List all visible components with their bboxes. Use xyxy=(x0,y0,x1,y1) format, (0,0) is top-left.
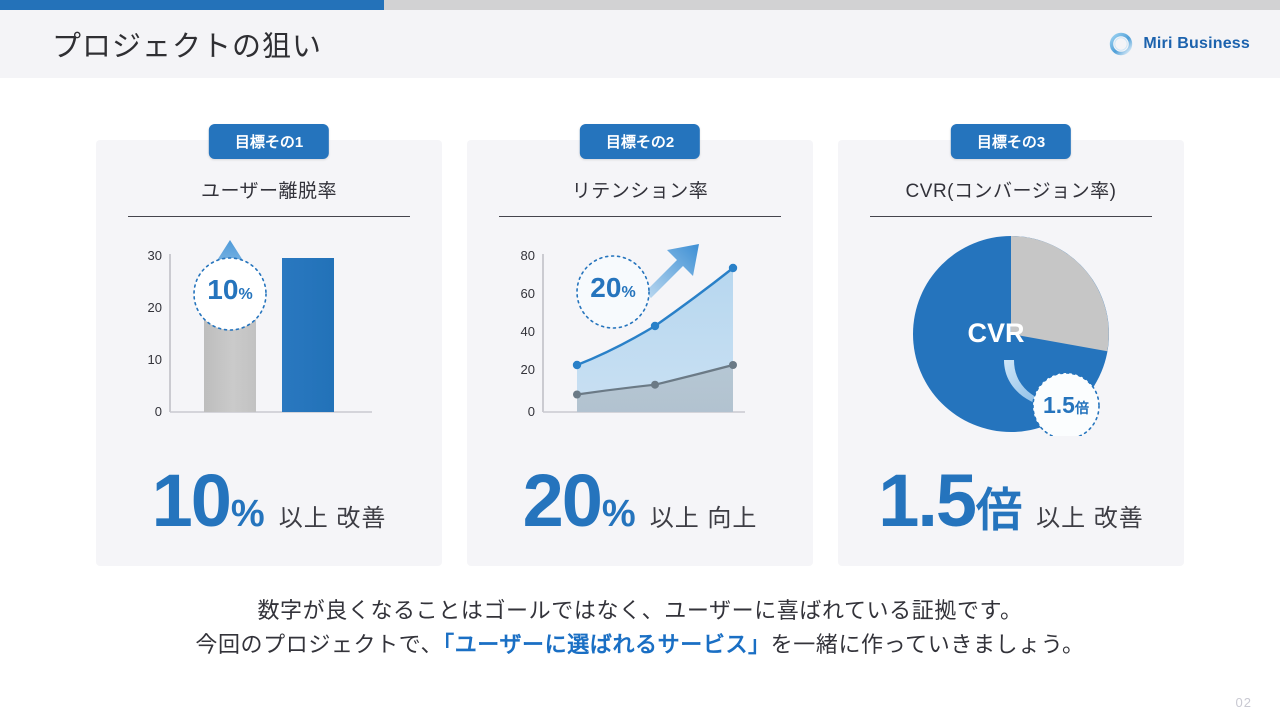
page-title: プロジェクトの狙い xyxy=(52,31,323,63)
slide-header: プロジェクトの狙い Miri Business xyxy=(0,10,1280,78)
footer-highlight: 「ユーザーに選ばれるサービス」 xyxy=(443,632,771,657)
footer-line-2-pre: 今回のプロジェクトで、 xyxy=(195,632,444,657)
footer-line-2-post: を一緒に作っていきましょう。 xyxy=(770,632,1085,657)
svg-text:60: 60 xyxy=(521,286,535,301)
circle-ring-icon xyxy=(1108,31,1134,57)
stat-suffix-1: 以上 改善 xyxy=(278,505,387,532)
goal-card-title-2: リテンション率 xyxy=(571,181,709,202)
card-divider xyxy=(870,216,1152,217)
goal-badge-2: 目標その2 xyxy=(579,124,701,159)
progress-bar xyxy=(0,0,1280,10)
goal-stat-3: 1.5 倍 以上 改善 xyxy=(838,464,1184,538)
goal-badge-1: 目標その1 xyxy=(208,124,330,159)
footer-line-2: 今回のプロジェクトで、「ユーザーに選ばれるサービス」を一緒に作っていきましょう。 xyxy=(0,628,1280,662)
goal-card-title-1: ユーザー離脱率 xyxy=(200,181,338,202)
brand: Miri Business xyxy=(1108,31,1250,57)
goal-badge-3: 目標その3 xyxy=(950,124,1072,159)
area-chart: 80 60 40 20 0 xyxy=(467,236,813,446)
brand-name: Miri Business xyxy=(1143,35,1250,52)
svg-text:20: 20 xyxy=(148,300,162,315)
goal-card-3: 目標その3 CVR(コンバージョン率) xyxy=(838,124,1184,566)
stat-number-1: 10 xyxy=(151,459,232,542)
svg-text:20: 20 xyxy=(521,362,535,377)
goal-card-1: 目標その1 ユーザー離脱率 xyxy=(96,124,442,566)
goal-stat-2: 20 % 以上 向上 xyxy=(467,464,813,538)
bar-chart: 30 20 10 0 xyxy=(96,236,442,446)
page-number: 02 xyxy=(1235,695,1252,710)
pie-chart: CVR 1.5倍 xyxy=(838,236,1184,446)
stat-suffix-2: 以上 向上 xyxy=(649,505,758,532)
svg-text:80: 80 xyxy=(521,248,535,263)
svg-text:10: 10 xyxy=(148,352,162,367)
stat-number-3: 1.5 xyxy=(878,459,977,542)
card-divider xyxy=(128,216,410,217)
stat-unit-2: % xyxy=(601,493,636,535)
svg-text:0: 0 xyxy=(155,404,162,419)
footer-message: 数字が良くなることはゴールではなく、ユーザーに喜ばれている証拠です。 今回のプロ… xyxy=(0,594,1280,662)
svg-text:30: 30 xyxy=(148,248,162,263)
stat-suffix-3: 以上 改善 xyxy=(1036,505,1144,532)
goal-card-title-3: CVR(コンバージョン率) xyxy=(905,181,1117,202)
goal-stat-1: 10 % 以上 改善 xyxy=(96,464,442,538)
stat-number-2: 20 xyxy=(522,459,603,542)
goal-card-2: 目標その2 リテンション率 xyxy=(467,124,813,566)
footer-line-1: 数字が良くなることはゴールではなく、ユーザーに喜ばれている証拠です。 xyxy=(257,598,1023,623)
stat-unit-3: 倍 xyxy=(976,484,1023,536)
svg-text:0: 0 xyxy=(528,404,535,419)
stat-unit-1: % xyxy=(230,493,265,535)
svg-text:40: 40 xyxy=(521,324,535,339)
card-divider xyxy=(499,216,781,217)
goal-cards: 目標その1 ユーザー離脱率 xyxy=(96,124,1184,566)
progress-bar-fill xyxy=(0,0,384,10)
